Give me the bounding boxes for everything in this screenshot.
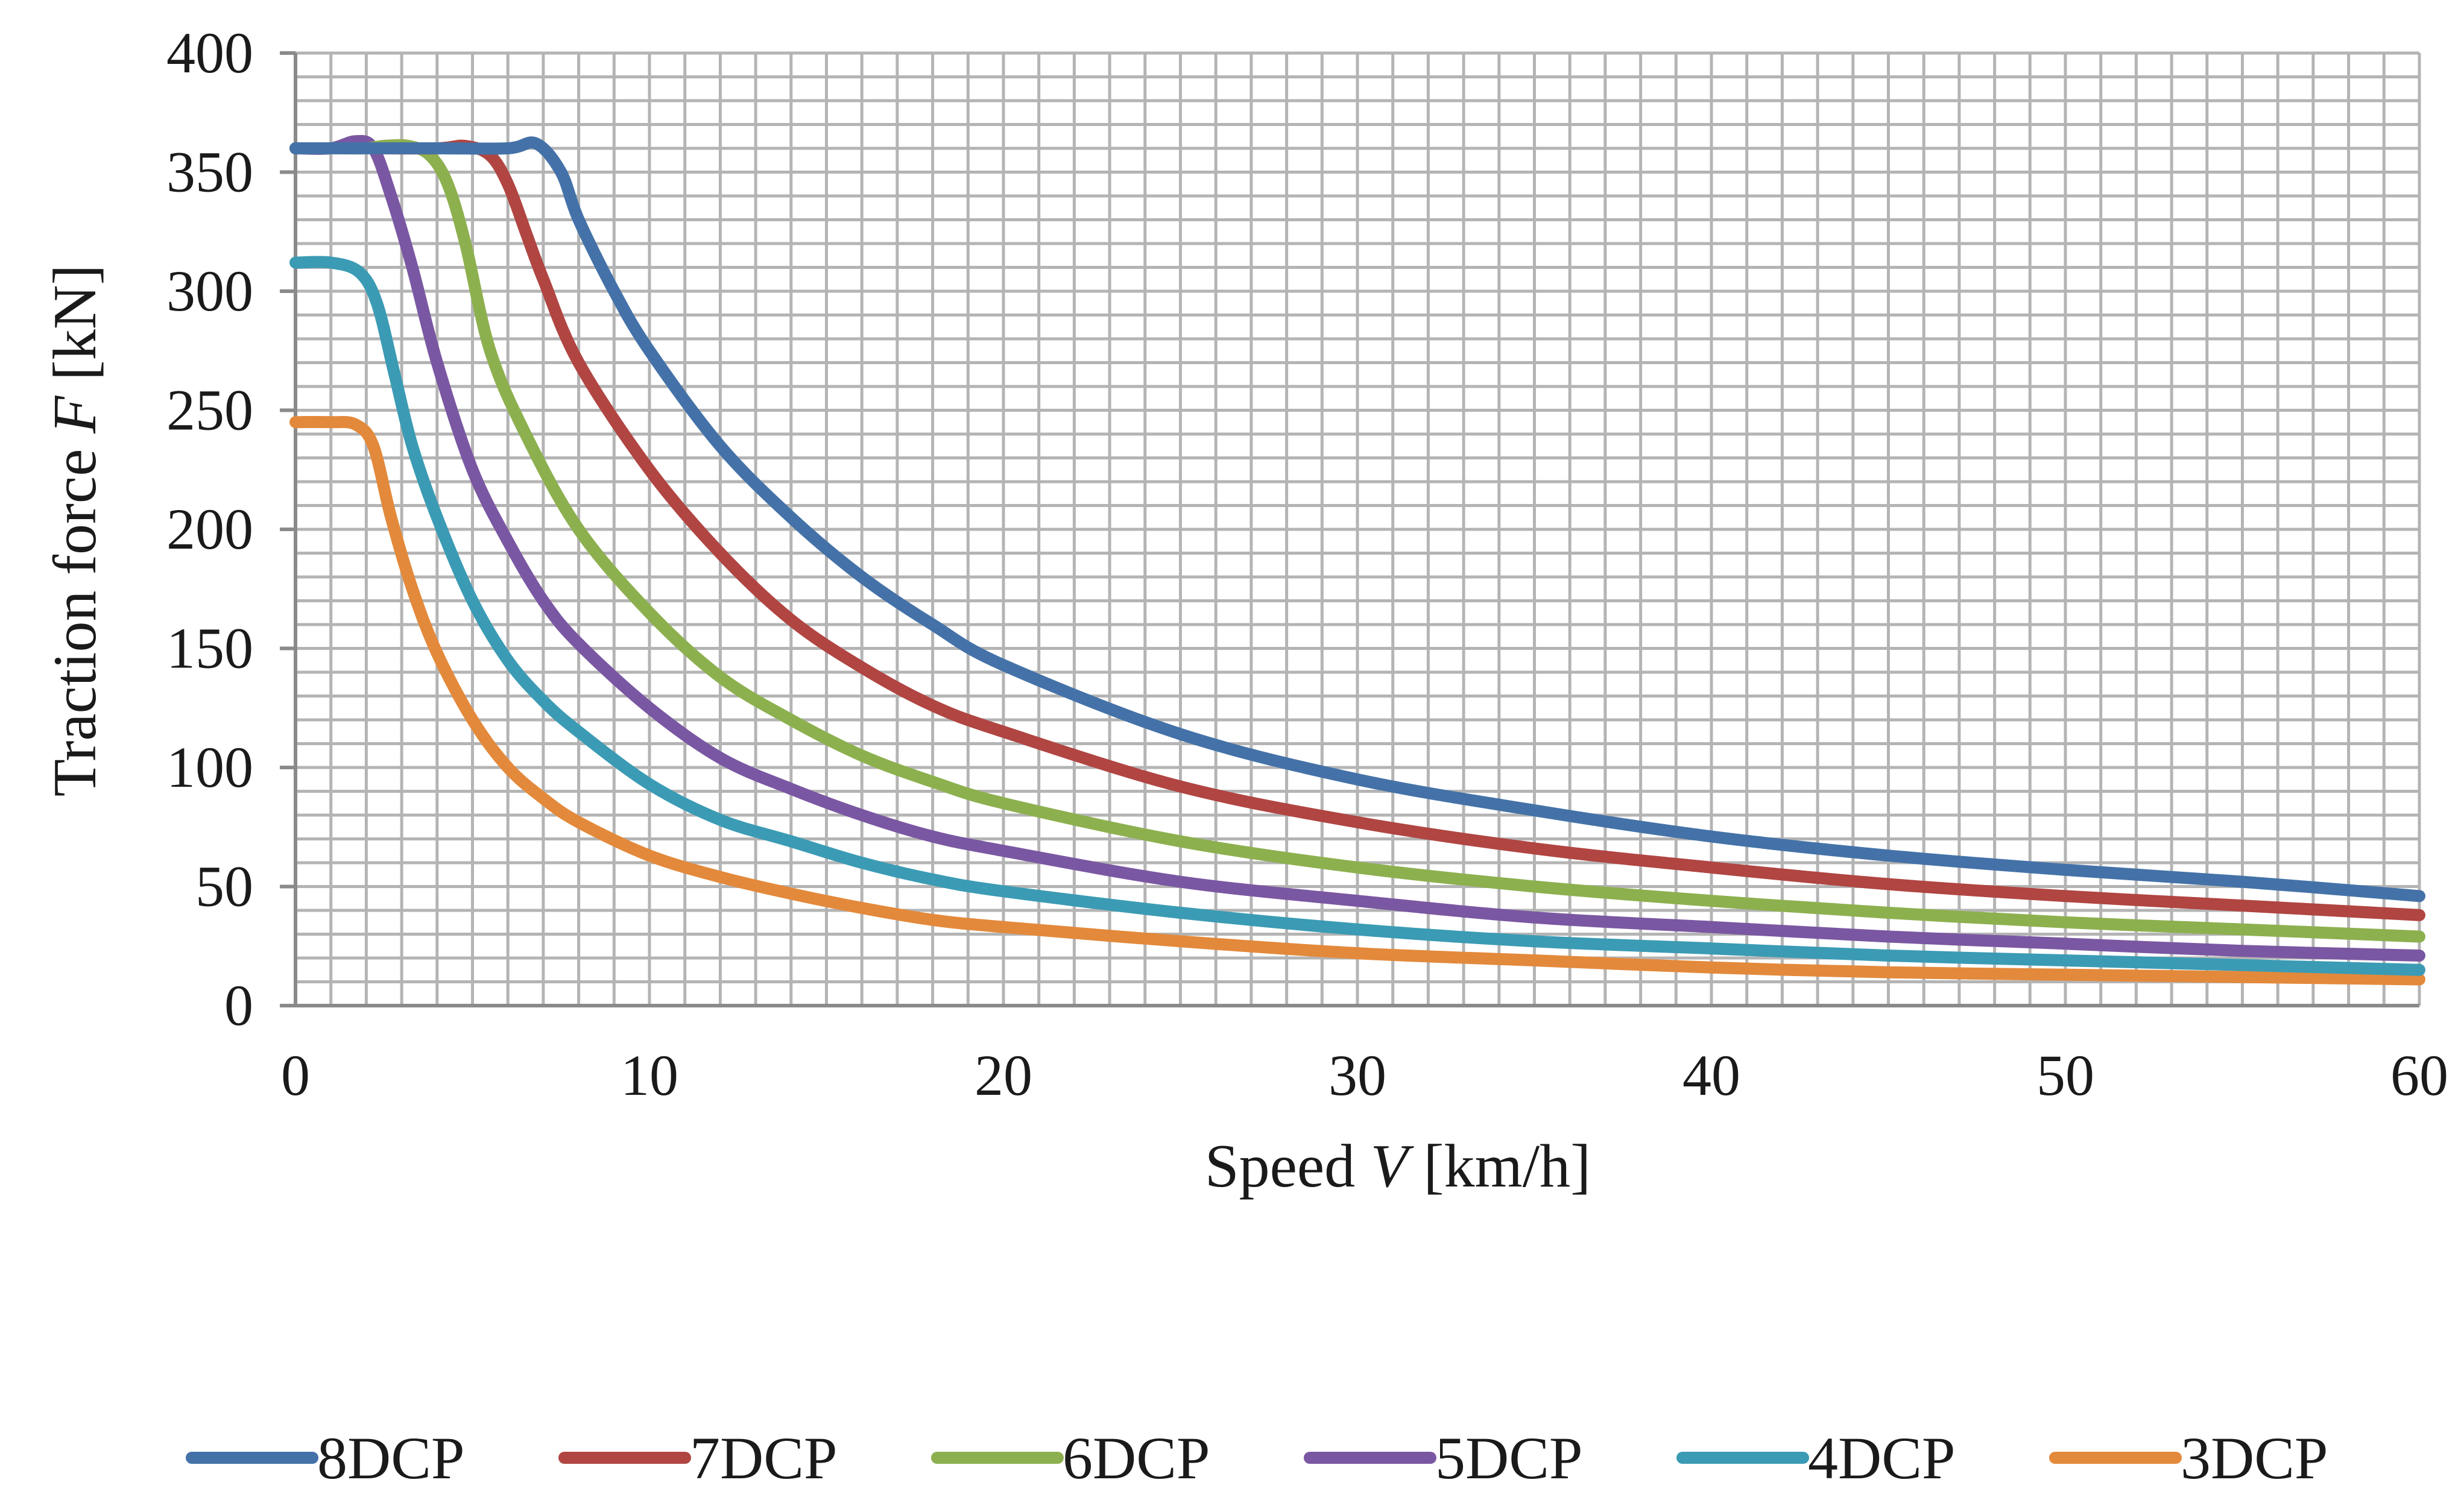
x-axis-tick-labels: 0 10 20 30 40 50 60 <box>281 1043 2448 1108</box>
y-tick-label: 0 <box>224 973 253 1038</box>
x-axis-title-variable: V <box>1371 1132 1415 1200</box>
legend-label-7dcp: 7DCP <box>690 1425 838 1492</box>
legend-label-5dcp: 5DCP <box>1435 1425 1583 1492</box>
x-axis-title: Speed V [km/h] <box>1205 1132 1591 1200</box>
legend-label-6dcp: 6DCP <box>1063 1425 1210 1492</box>
y-axis-title: Traction force F [kN] <box>41 265 109 797</box>
x-tick-label: 50 <box>2036 1043 2094 1108</box>
x-axis-title-prefix: Speed <box>1205 1132 1371 1200</box>
y-tick-label: 350 <box>166 140 253 204</box>
legend-label-8dcp: 8DCP <box>317 1425 465 1492</box>
y-tick-label: 300 <box>166 259 253 323</box>
legend: 8DCP 7DCP 6DCP 5DCP 4DCP 3DCP <box>186 1425 2328 1492</box>
y-tick-label: 150 <box>166 616 253 681</box>
y-axis-title-unit: [kN] <box>41 265 109 396</box>
axes <box>280 51 2419 1007</box>
series-line-7dcp <box>289 139 2425 921</box>
x-tick-label: 30 <box>1328 1043 1386 1108</box>
series-line-4dcp <box>289 256 2425 976</box>
legend-label-3dcp: 3DCP <box>2181 1425 2328 1492</box>
x-tick-label: 0 <box>281 1043 310 1108</box>
series-line-5dcp <box>289 134 2425 962</box>
x-tick-label: 20 <box>975 1043 1032 1108</box>
y-tick-label: 50 <box>195 854 253 919</box>
y-axis-tick-labels: 0 50 100 150 200 250 300 350 400 <box>166 20 253 1038</box>
y-axis-title-prefix: Traction force <box>41 433 109 796</box>
series-line-6dcp <box>289 139 2425 943</box>
plot-area <box>280 51 2425 1007</box>
y-tick-label: 250 <box>166 378 253 443</box>
series-line-3dcp <box>289 415 2425 986</box>
y-axis-title-variable: F <box>41 395 109 434</box>
legend-label-4dcp: 4DCP <box>1808 1425 1956 1492</box>
series-line-8dcp <box>289 136 2425 903</box>
x-tick-label: 40 <box>1682 1043 1740 1108</box>
x-tick-label: 10 <box>621 1043 678 1108</box>
x-tick-label: 60 <box>2390 1043 2448 1108</box>
y-tick-label: 100 <box>166 735 253 799</box>
y-tick-label: 400 <box>166 20 253 85</box>
x-axis-title-unit: [km/h] <box>1408 1132 1591 1200</box>
series-lines <box>289 134 2425 986</box>
y-tick-label: 200 <box>166 497 253 561</box>
